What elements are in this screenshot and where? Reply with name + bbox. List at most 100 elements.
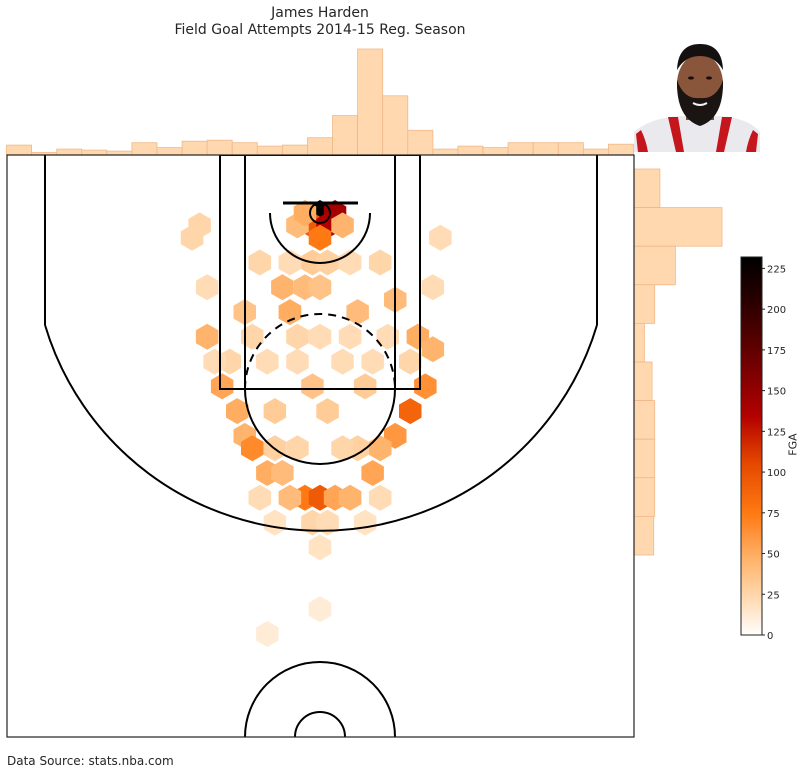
y-hist-bar [633,477,656,517]
hexbin [248,249,272,276]
hexbin [248,484,272,511]
y-hist-bar [633,245,676,286]
hexbin [241,435,264,462]
hexbin [188,212,211,239]
y-hist-bar [633,516,655,556]
hexbin [353,373,377,400]
hexbin [368,249,392,276]
hexbin [308,534,332,561]
x-hist-bar [357,48,384,156]
x-hist-bar [307,137,334,156]
hexbin [256,348,279,375]
hexbin [308,274,332,301]
x-marginal-histogram [6,48,634,156]
hexbin [399,348,422,375]
x-hist-bar [507,142,534,156]
colorbar-tick-label: 150 [767,387,786,398]
hexbin [226,398,249,425]
hexbin [361,460,384,486]
x-hist-bar [582,148,609,156]
court-frame [6,154,635,738]
colorbar-tick-label: 100 [767,468,786,479]
hexbin [399,398,422,425]
x-hist-bar [6,144,33,156]
x-hist-bar [206,139,233,156]
hexbin [376,323,399,350]
colorbar-tick-label: 175 [767,346,786,357]
y-hist-bar [633,322,645,363]
x-hist-bar [532,142,559,156]
x-hist-bar [256,145,283,156]
outer-paint [219,155,421,390]
x-hist-bar [181,140,208,156]
y-hist-bar [633,361,653,401]
hexbin [308,224,332,251]
x-hist-bar [156,147,183,156]
center-circle-inner [294,711,346,737]
hexbin [338,484,362,511]
hexbin [195,323,219,350]
x-hist-bar [457,145,484,156]
x-hist-bar [56,148,83,156]
hexbin [241,323,264,350]
restricted-area [269,212,371,264]
hexbin-layer [180,200,452,647]
hexbin [331,212,354,239]
center-circle-outer [244,661,396,737]
y-hist-bar [633,284,656,324]
hexbin [368,484,392,511]
x-hist-bar [482,147,509,156]
colorbar-tick-label: 125 [767,427,786,438]
hexbin [286,348,309,375]
hexbin [316,398,339,425]
x-hist-bar [131,142,158,156]
x-hist-bar [608,143,634,156]
hexbin [293,200,317,226]
colorbar-tick-label: 50 [767,550,780,561]
hexbin [338,323,362,350]
hexbin [263,509,287,536]
hexbin [256,621,279,647]
hexbin [203,348,226,375]
colorbar-label: FGA [786,433,800,456]
hexbin [308,596,332,623]
colorbar: 0 25 50 75 100 125 150 175 200 225 [740,256,786,642]
inner-paint [244,155,396,390]
x-hist-bar [432,148,459,156]
free-throw-circle-bottom [244,388,396,465]
y-hist-bar [633,207,723,247]
colorbar-tick-label: 25 [767,590,780,601]
hexbin [263,398,287,425]
x-hist-bar [407,129,434,156]
y-marginal-histogram [633,168,723,556]
hexbin [210,373,234,400]
hexbin [331,348,354,375]
hexbin [421,274,445,301]
hexbin [301,373,324,400]
hexbin [421,336,445,363]
colorbar-tick-label: 225 [767,264,786,275]
colorbar-tick-label: 75 [767,509,780,520]
hexbin [271,274,294,301]
court-lines [44,155,598,737]
hexbin [286,435,309,462]
free-throw-circle-top [244,313,396,390]
three-point-arc [44,324,598,532]
hexbin [353,509,377,536]
y-hist-bar [633,438,656,479]
x-hist-bar [382,95,409,156]
x-hist-bar [281,144,308,156]
player-photo [634,40,760,152]
hexbin [346,299,369,326]
hexbin [414,373,437,400]
chart-subtitle: Field Goal Attempts 2014-15 Reg. Season [174,22,466,38]
hexbin [271,460,294,486]
chart-title: James Harden [271,5,369,21]
hexbin [278,299,302,326]
x-hist-bar [81,149,108,156]
hexbin [429,224,452,251]
hexbin [361,348,384,375]
colorbar-tick-label: 200 [767,305,786,316]
y-hist-bar [633,400,656,440]
